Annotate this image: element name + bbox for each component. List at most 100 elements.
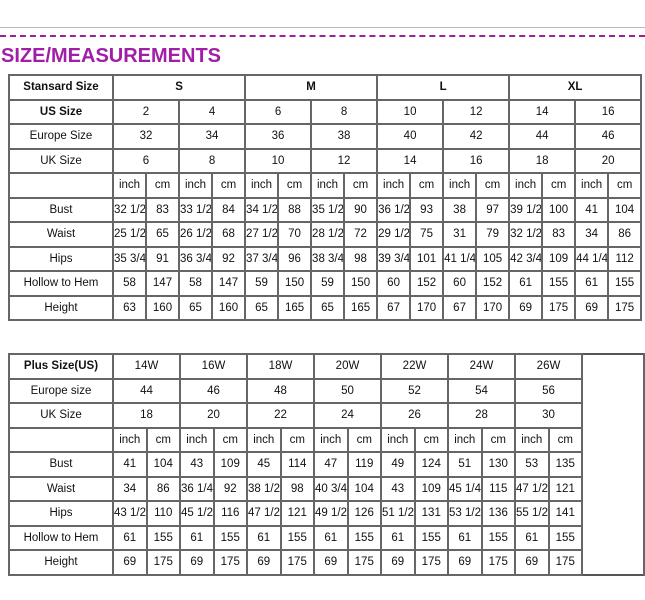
measurement-value: 136 xyxy=(480,500,516,527)
measurement-value: 72 xyxy=(343,221,379,248)
measurement-value: 36 1/4 xyxy=(179,475,215,502)
measurement-value: 67 xyxy=(442,294,478,321)
measurement-value: 175 xyxy=(413,549,449,576)
europe-size-row: Europe size 44 46 48 50 52 54 56 xyxy=(8,377,645,404)
measurement-value: 67 xyxy=(376,294,412,321)
measurement-row: Hollow to Hem 61 155 61 155 61 155 61 155 61 155 61… xyxy=(8,524,645,551)
measurement-value: 96 xyxy=(277,245,313,272)
measurement-value: 58 xyxy=(178,270,213,297)
measurement-value: 155 xyxy=(547,524,583,551)
measurement-value: 29 1/2 xyxy=(376,221,412,248)
measurement-value: 45 1/2 xyxy=(179,500,215,527)
measurement-value: 69 xyxy=(574,294,610,321)
measurement-value: 165 xyxy=(343,294,379,321)
size-value: 14 xyxy=(376,147,445,174)
measurement-value: 114 xyxy=(279,451,315,478)
empty-cell xyxy=(581,550,645,575)
size-value: 12 xyxy=(442,98,511,125)
measurement-value: 69 xyxy=(508,294,544,321)
measurement-value: 79 xyxy=(475,221,511,248)
measurement-value: 61 xyxy=(508,270,544,297)
dashed-divider xyxy=(0,35,645,37)
measurement-value: 33 1/2 xyxy=(178,196,213,223)
measurement-value: 32 1/2 xyxy=(112,196,147,223)
measurement-value: 53 1/2 xyxy=(447,500,483,527)
measurement-value: 47 xyxy=(313,451,349,478)
unit-label: cm xyxy=(343,172,379,199)
unit-label: cm xyxy=(547,426,583,453)
size-value: 36 xyxy=(244,123,313,150)
unit-label: inch xyxy=(376,172,412,199)
measurement-value: 119 xyxy=(346,451,382,478)
measurement-value: 152 xyxy=(475,270,511,297)
measurement-value: 61 xyxy=(514,524,550,551)
measurement-value: 51 xyxy=(447,451,483,478)
measurement-value: 41 xyxy=(112,451,148,478)
measurement-value: 59 xyxy=(244,270,280,297)
size-value: 6 xyxy=(244,98,313,125)
measurement-value: 93 xyxy=(409,196,445,223)
measurement-value: 41 1/4 xyxy=(442,245,478,272)
empty-cell xyxy=(581,403,645,428)
uk-size-row: UK Size 6 8 10 12 14 16 18 20 xyxy=(8,147,643,174)
measurement-value: 83 xyxy=(145,196,180,223)
empty-cell xyxy=(581,452,645,477)
measurement-value: 61 xyxy=(179,524,215,551)
empty-cell xyxy=(581,525,645,550)
size-value: 12 xyxy=(310,147,379,174)
measurement-value: 98 xyxy=(343,245,379,272)
measurement-value: 39 3/4 xyxy=(376,245,412,272)
size-value: 50 xyxy=(313,377,382,404)
size-value: 30 xyxy=(514,402,583,429)
measurement-value: 47 1/2 xyxy=(246,500,282,527)
size-value: 18 xyxy=(112,402,181,429)
measurement-value: 126 xyxy=(346,500,382,527)
empty-cell xyxy=(581,501,645,526)
measurement-value: 34 1/2 xyxy=(244,196,280,223)
measurement-value: 61 xyxy=(574,270,610,297)
measurement-value: 109 xyxy=(413,475,449,502)
measurement-value: 69 xyxy=(112,549,148,576)
measurement-value: 155 xyxy=(279,524,315,551)
measurement-value: 70 xyxy=(277,221,313,248)
measurement-value: 175 xyxy=(480,549,516,576)
measurement-value: 141 xyxy=(547,500,583,527)
measurement-value: 69 xyxy=(246,549,282,576)
unit-label: cm xyxy=(346,426,382,453)
unit-label: cm xyxy=(475,172,511,199)
row-label xyxy=(8,426,114,453)
size-letter: L xyxy=(376,74,511,101)
europe-size-row: Europe Size 32 34 36 38 40 42 44 46 xyxy=(8,123,643,150)
measurement-value: 69 xyxy=(179,549,215,576)
unit-label: cm xyxy=(409,172,445,199)
unit-label: cm xyxy=(480,426,516,453)
size-letter: XL xyxy=(508,74,643,101)
unit-label: inch xyxy=(112,172,147,199)
measurement-value: 53 xyxy=(514,451,550,478)
measurement-value: 135 xyxy=(547,451,583,478)
size-letter: M xyxy=(244,74,379,101)
size-value: 54 xyxy=(447,377,516,404)
us-size-row: US Size 2 4 6 8 10 12 14 16 xyxy=(8,98,643,125)
measurement-value: 91 xyxy=(145,245,180,272)
measurement-row: Bust 41 104 43 109 45 114 47 119 49 124 51 130 53 135 xyxy=(8,451,645,478)
measurement-row: Hips 43 1/2 110 45 1/2 116 47 1/2 121 49 1/2 126… xyxy=(8,500,645,527)
measurement-value: 124 xyxy=(413,451,449,478)
row-label: Hollow to Hem xyxy=(8,270,114,297)
measurement-value: 59 xyxy=(310,270,346,297)
size-value: 46 xyxy=(574,123,643,150)
row-label: Plus Size(US) xyxy=(8,353,114,380)
measurement-row: Waist 25 1/2 65 26 1/2 68 27 1/2 70 28 1/2 72 29 … xyxy=(8,221,643,248)
measurement-value: 40 3/4 xyxy=(313,475,349,502)
size-value: 20 xyxy=(179,402,248,429)
size-value: 26W xyxy=(514,353,583,380)
size-value: 56 xyxy=(514,377,583,404)
measurement-value: 110 xyxy=(145,500,181,527)
size-value: 16W xyxy=(179,353,248,380)
plus-size-table: Plus Size(US) 14W 16W 18W 20W 22W 24W 26W Europe… xyxy=(8,353,645,576)
measurement-row: Waist 34 86 36 1/4 92 38 1/2 98 40 3/4 104 43 109 4… xyxy=(8,475,645,502)
measurement-value: 55 1/2 xyxy=(514,500,550,527)
measurement-value: 43 1/2 xyxy=(112,500,148,527)
measurement-value: 155 xyxy=(480,524,516,551)
measurement-value: 150 xyxy=(343,270,379,297)
